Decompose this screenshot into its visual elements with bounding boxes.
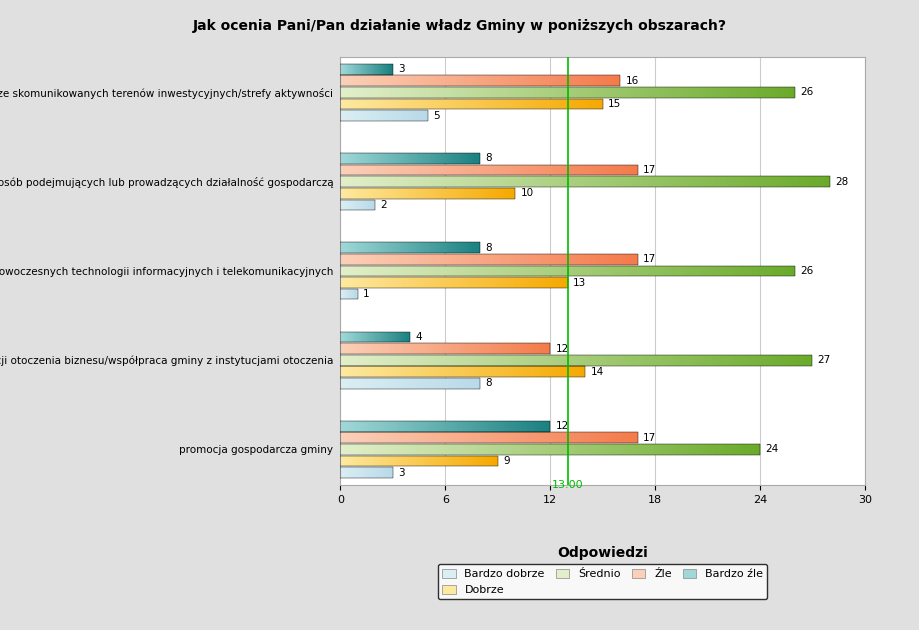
Text: 27: 27 xyxy=(817,355,830,365)
Text: 1: 1 xyxy=(363,289,369,299)
Text: 8: 8 xyxy=(485,379,492,388)
Text: 12: 12 xyxy=(555,343,568,353)
Text: 12: 12 xyxy=(555,421,568,431)
Text: 3: 3 xyxy=(398,64,404,74)
Text: 17: 17 xyxy=(642,165,655,175)
Text: 5: 5 xyxy=(433,111,439,120)
Text: 16: 16 xyxy=(625,76,638,86)
Text: Jak ocenia Pani/Pan działanie władz Gminy w poniższych obszarach?: Jak ocenia Pani/Pan działanie władz Gmin… xyxy=(193,19,726,33)
Text: 8: 8 xyxy=(485,154,492,163)
Text: 4: 4 xyxy=(415,332,422,342)
Text: 3: 3 xyxy=(398,467,404,478)
Text: 9: 9 xyxy=(503,456,509,466)
Text: 17: 17 xyxy=(642,255,655,265)
Text: 8: 8 xyxy=(485,243,492,253)
Text: 28: 28 xyxy=(834,176,847,186)
Text: 15: 15 xyxy=(607,99,620,109)
Text: 14: 14 xyxy=(590,367,603,377)
Text: 26: 26 xyxy=(800,88,812,98)
Text: 10: 10 xyxy=(520,188,533,198)
Text: 2: 2 xyxy=(380,200,387,210)
Legend: Bardzo dobrze, Dobrze, Średnio, Źle, Bardzo źle: Bardzo dobrze, Dobrze, Średnio, Źle, Bar… xyxy=(437,564,766,600)
Text: 13: 13 xyxy=(573,277,585,287)
Text: 13.00: 13.00 xyxy=(551,479,583,490)
X-axis label: Odpowiedzi: Odpowiedzi xyxy=(557,546,647,561)
Text: 17: 17 xyxy=(642,433,655,443)
Text: 26: 26 xyxy=(800,266,812,276)
Text: 24: 24 xyxy=(765,444,777,454)
